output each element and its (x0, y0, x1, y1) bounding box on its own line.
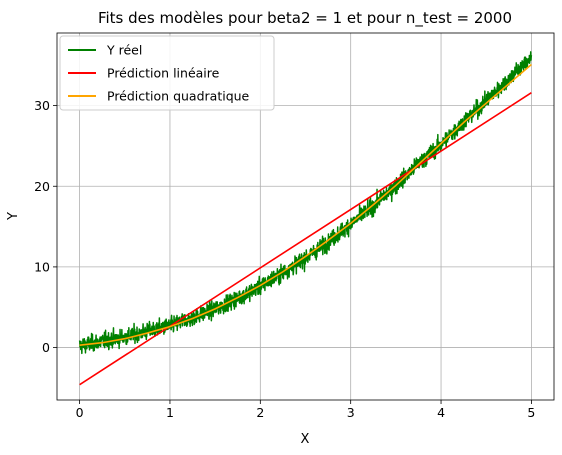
y-tick-label: 20 (34, 179, 50, 194)
legend-box (59, 35, 275, 111)
y-axis-label: Y (6, 212, 21, 221)
plot-frame (56, 32, 555, 401)
y-tick-label: 10 (34, 259, 50, 274)
x-tick-label: 3 (347, 405, 355, 420)
y-tick-label: 30 (34, 98, 50, 113)
x-tick-label: 4 (437, 405, 445, 420)
legend-label-prediction-quadratique: Prédiction quadratique (107, 89, 250, 104)
ticks: 0 1 2 3 4 5 0 10 20 30 (34, 98, 535, 420)
chart-title: Fits des modèles pour beta2 = 1 et pour … (98, 9, 512, 28)
series-layer (78, 51, 533, 386)
x-tick-label: 2 (256, 405, 264, 420)
series-line-2 (79, 63, 532, 346)
x-tick-label: 5 (527, 405, 535, 420)
x-tick-label: 1 (166, 405, 174, 420)
legend-label-y-reel: Y réel (106, 43, 142, 58)
y-tick-label: 0 (42, 340, 50, 355)
series-line-1 (79, 92, 532, 386)
legend-label-prediction-lineaire: Prédiction linéaire (107, 66, 220, 81)
x-tick-label: 0 (76, 405, 84, 420)
plot-area (78, 51, 533, 386)
legend: Y réel Prédiction linéaire Prédiction qu… (59, 35, 275, 111)
x-axis-label: X (301, 432, 310, 447)
